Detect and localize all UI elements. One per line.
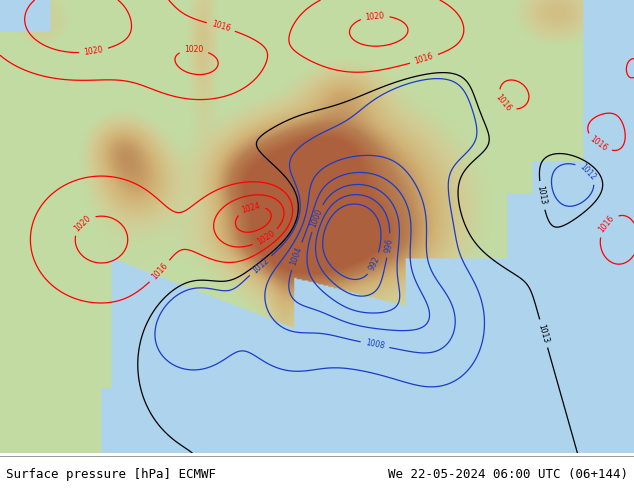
Text: 996: 996 <box>384 238 394 253</box>
Text: 992: 992 <box>367 255 382 272</box>
Text: 1013: 1013 <box>536 185 548 206</box>
Text: 1016: 1016 <box>494 93 514 113</box>
Text: 1013: 1013 <box>537 323 550 344</box>
Text: 1016: 1016 <box>210 20 231 34</box>
Text: 1016: 1016 <box>597 214 616 235</box>
Text: 1008: 1008 <box>365 339 385 351</box>
Text: 1020: 1020 <box>84 46 104 57</box>
Text: 1020: 1020 <box>72 214 93 233</box>
Text: 1020: 1020 <box>255 229 276 247</box>
Text: 1000: 1000 <box>309 208 325 229</box>
Text: Surface pressure [hPa] ECMWF: Surface pressure [hPa] ECMWF <box>6 468 216 481</box>
Text: 1020: 1020 <box>365 11 385 22</box>
Text: 1012: 1012 <box>578 162 598 182</box>
Text: 1024: 1024 <box>240 201 262 215</box>
Text: 1020: 1020 <box>184 46 204 54</box>
Text: 1016: 1016 <box>150 261 170 281</box>
Text: 1016: 1016 <box>413 52 435 66</box>
Text: 1016: 1016 <box>588 135 609 153</box>
Text: 1004: 1004 <box>289 245 304 267</box>
Text: We 22-05-2024 06:00 UTC (06+144): We 22-05-2024 06:00 UTC (06+144) <box>387 468 628 481</box>
Text: 1012: 1012 <box>250 256 271 275</box>
